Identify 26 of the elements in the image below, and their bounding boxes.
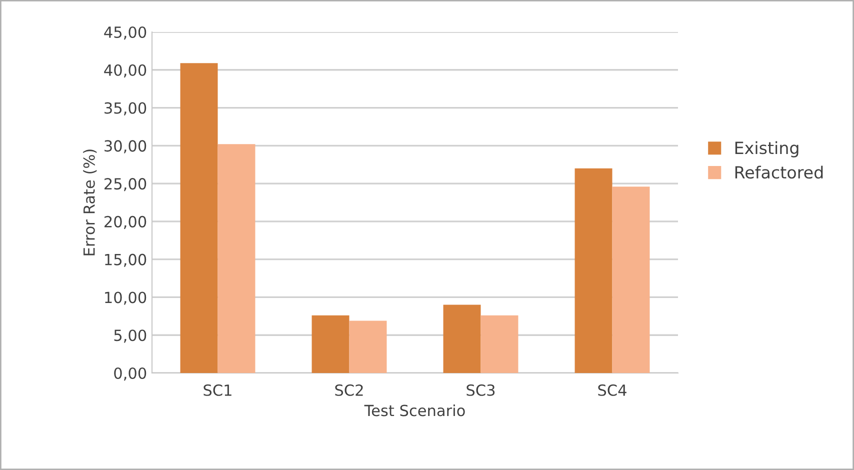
y-tick-label: 40,00 [104,64,146,78]
bar [312,315,350,373]
y-tick-label: 10,00 [105,292,146,305]
bar [612,186,650,373]
x-tick-label: SC3 [466,384,495,396]
x-tick-label: SC1 [204,384,232,396]
legend-label: Existing [735,141,798,158]
bar [218,144,256,373]
x-axis-title: Test Scenario [364,404,465,416]
y-tick-label: 5,00 [114,330,146,343]
y-tick-label: 25,00 [104,178,146,192]
legend-label: Refactored [735,166,823,179]
bar [180,63,218,373]
y-tick-label: 0,00 [114,367,146,381]
y-axis-title: Error Rate (%) [83,150,97,256]
y-tick-label: 15,00 [105,254,146,267]
y-tick-label: 35,00 [104,102,146,116]
y-tick-label: 30,00 [104,140,146,154]
bar [443,304,481,373]
x-tick-label: SC4 [598,384,626,396]
x-tick-label: SC2 [335,384,363,396]
bar [349,320,387,373]
bar [480,315,518,373]
y-tick-label: 45,00 [104,26,146,40]
bar [574,168,612,373]
y-tick-label: 20,00 [104,216,146,230]
